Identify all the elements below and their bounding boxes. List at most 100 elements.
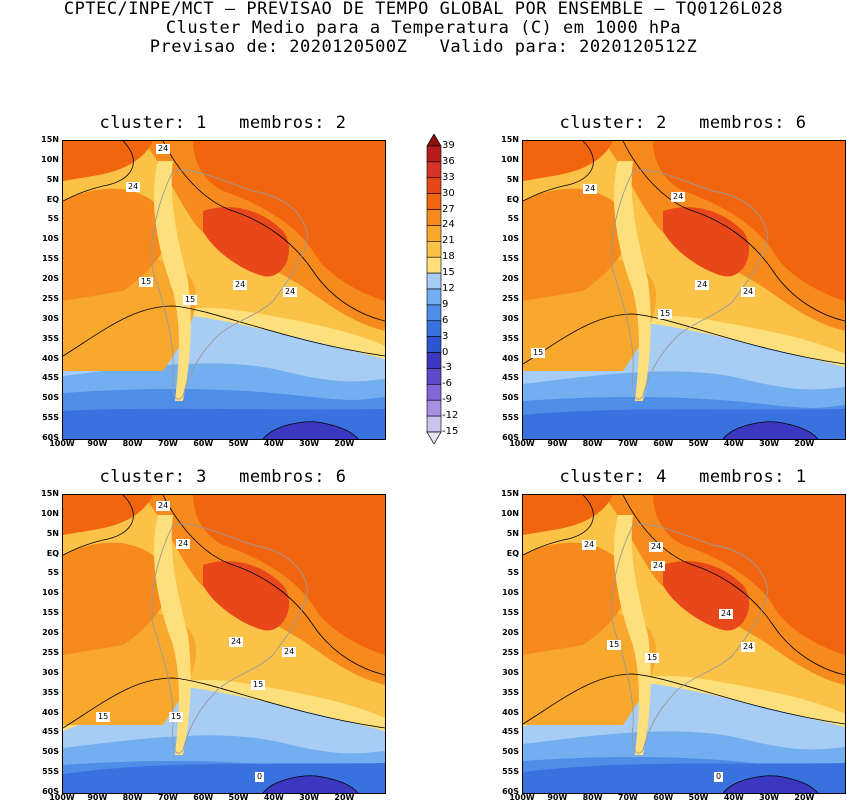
latitude-label: 35S bbox=[502, 333, 519, 343]
latitude-label: 25S bbox=[42, 647, 59, 657]
longitude-label: 100W bbox=[49, 439, 75, 448]
contour-label: 0 bbox=[714, 772, 724, 782]
latitude-label: 30S bbox=[502, 667, 519, 677]
latitude-label: 5S bbox=[47, 214, 59, 224]
colorbar-label: 9 bbox=[442, 298, 449, 310]
colorbar-label: -3 bbox=[442, 362, 452, 374]
contour-label: 24 bbox=[671, 192, 686, 202]
colorbar-label: 18 bbox=[442, 251, 455, 263]
colorbar-label: -15 bbox=[442, 426, 459, 437]
longitude-label: 90W bbox=[87, 439, 108, 448]
colorbar-label: 36 bbox=[442, 155, 455, 167]
latitude-label: 30S bbox=[502, 313, 519, 323]
contour-label: 15 bbox=[139, 277, 154, 287]
latitude-label: 55S bbox=[502, 767, 519, 777]
latitude-label: 15S bbox=[502, 254, 519, 264]
longitude-label: 50W bbox=[688, 439, 709, 448]
colorbar-label: -12 bbox=[442, 410, 459, 422]
latitude-label: 40S bbox=[502, 707, 519, 717]
contour-label: 15 bbox=[96, 712, 111, 722]
latitude-label: 5S bbox=[507, 214, 519, 224]
latitude-label: 5N bbox=[46, 174, 59, 184]
longitude-label: 80W bbox=[582, 793, 603, 802]
latitude-label: 25S bbox=[502, 293, 519, 303]
colorbar-label: 0 bbox=[442, 346, 449, 358]
colorbar-label: 12 bbox=[442, 283, 455, 294]
longitude-label: 20W bbox=[334, 439, 355, 448]
temperature-map bbox=[522, 140, 846, 440]
latitude-label: 5S bbox=[507, 568, 519, 578]
contour-label: 24 bbox=[233, 280, 248, 290]
colorbar-swatch bbox=[426, 352, 442, 369]
contour-label: 24 bbox=[741, 287, 756, 297]
colorbar-label: -9 bbox=[442, 394, 452, 406]
contour-label: 24 bbox=[719, 609, 734, 619]
longitude-label: 20W bbox=[334, 793, 355, 802]
colorbar-label: 24 bbox=[442, 219, 455, 231]
longitude-label: 70W bbox=[617, 439, 638, 448]
longitude-label: 60W bbox=[653, 793, 674, 802]
latitude-label: 15S bbox=[502, 608, 519, 618]
longitude-label: 80W bbox=[122, 793, 143, 802]
longitude-label: 50W bbox=[228, 793, 249, 802]
latitude-label: 35S bbox=[502, 687, 519, 697]
latitude-label: 40S bbox=[42, 353, 59, 363]
contour-label: 15 bbox=[169, 712, 184, 722]
map-field bbox=[63, 495, 385, 793]
colorbar-swatch bbox=[426, 193, 442, 210]
latitude-label: 50S bbox=[502, 747, 519, 757]
latitude-label: 60S bbox=[502, 433, 519, 442]
contour-label: 24 bbox=[695, 280, 710, 290]
longitude-label: 20W bbox=[794, 439, 815, 448]
latitude-label: 10N bbox=[41, 508, 59, 518]
colorbar: 39 36 33 30 27 24 21 18 15 12 9 6 3 0 -3 -6 -9 -12 -15 bbox=[426, 134, 472, 444]
longitude-label: 80W bbox=[122, 439, 143, 448]
contour-label: 15 bbox=[531, 348, 546, 358]
latitude-label: EQ bbox=[506, 548, 519, 558]
longitude-label: 40W bbox=[263, 793, 284, 802]
colorbar-swatch bbox=[426, 415, 442, 433]
colorbar-label: 27 bbox=[442, 203, 455, 215]
contour-label: 24 bbox=[649, 542, 664, 552]
panel-title: cluster: 2 membros: 6 bbox=[559, 113, 807, 133]
latitude-label: 25S bbox=[42, 293, 59, 303]
latitude-label: EQ bbox=[46, 194, 59, 204]
colorbar-label: 33 bbox=[442, 171, 455, 183]
panel-title: cluster: 4 membros: 1 bbox=[559, 467, 807, 487]
colorbar-swatch bbox=[426, 304, 442, 322]
longitude-label: 100W bbox=[509, 439, 535, 448]
latitude-label: 20S bbox=[502, 628, 519, 638]
longitude-label: 70W bbox=[157, 439, 178, 448]
latitude-label: 60S bbox=[502, 787, 519, 796]
contour-label: 15 bbox=[183, 295, 198, 305]
latitude-label: 5N bbox=[46, 528, 59, 538]
longitude-label: 30W bbox=[759, 793, 780, 802]
colorbar-label: -6 bbox=[442, 378, 452, 390]
latitude-label: 10S bbox=[42, 234, 59, 244]
colorbar-swatch bbox=[426, 384, 442, 401]
latitude-label: 15S bbox=[42, 254, 59, 264]
latitude-label: 15N bbox=[501, 489, 519, 498]
longitude-label: 90W bbox=[87, 793, 108, 802]
contour-label: 24 bbox=[126, 182, 141, 192]
latitude-label: 55S bbox=[42, 767, 59, 777]
latitude-label: 45S bbox=[42, 373, 59, 383]
latitude-label: EQ bbox=[506, 194, 519, 204]
latitude-label: 10N bbox=[41, 154, 59, 164]
colorbar-swatch bbox=[426, 241, 442, 258]
longitude-label: 20W bbox=[794, 793, 815, 802]
panel-title: cluster: 1 membros: 2 bbox=[99, 113, 347, 133]
header: CPTEC/INPE/MCT – PREVISAO DE TEMPO GLOBA… bbox=[0, 0, 847, 57]
colorbar-label: 6 bbox=[442, 314, 449, 326]
latitude-label: 10N bbox=[501, 508, 519, 518]
contour-label: 24 bbox=[176, 539, 191, 549]
map-field bbox=[523, 495, 845, 793]
latitude-label: 5N bbox=[506, 528, 519, 538]
longitude-label: 30W bbox=[299, 439, 320, 448]
latitude-label: 15S bbox=[42, 608, 59, 618]
latitude-label: 40S bbox=[502, 353, 519, 363]
colorbar-swatch bbox=[426, 399, 442, 417]
longitude-label: 90W bbox=[547, 793, 568, 802]
colorbar-swatch bbox=[426, 256, 442, 274]
contour-label: 15 bbox=[251, 680, 266, 690]
